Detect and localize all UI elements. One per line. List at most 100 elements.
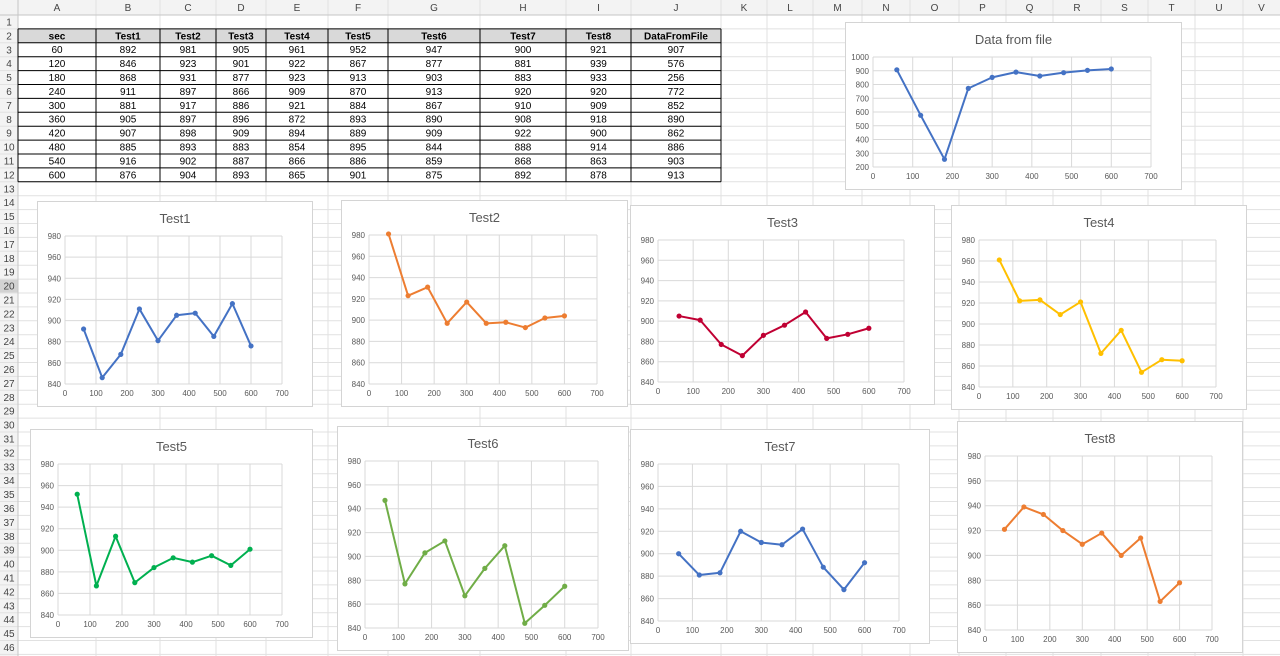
table-cell[interactable]: 908 xyxy=(515,115,532,126)
table-cell[interactable]: 890 xyxy=(668,115,685,126)
table-cell[interactable]: 600 xyxy=(49,170,66,181)
table-header-cell[interactable]: Test7 xyxy=(510,31,536,42)
data-point[interactable] xyxy=(824,335,830,341)
table-cell[interactable]: 917 xyxy=(180,101,197,112)
data-point[interactable] xyxy=(174,312,180,318)
data-point[interactable] xyxy=(1001,526,1008,532)
table-cell[interactable]: 904 xyxy=(180,170,197,181)
data-point[interactable] xyxy=(738,528,744,534)
data-point[interactable] xyxy=(781,322,788,328)
table-cell[interactable]: 852 xyxy=(668,101,685,112)
data-point[interactable] xyxy=(1060,527,1066,534)
table-cell[interactable]: 922 xyxy=(515,129,532,140)
row-header-21[interactable]: 21 xyxy=(3,295,15,306)
column-header-C[interactable]: C xyxy=(184,3,191,14)
row-header-43[interactable]: 43 xyxy=(3,601,15,612)
table-header-cell[interactable]: Test8 xyxy=(586,31,612,42)
data-point[interactable] xyxy=(229,301,235,307)
table-cell[interactable]: 909 xyxy=(233,129,250,140)
table-cell[interactable]: 916 xyxy=(120,156,137,167)
table-cell[interactable]: 913 xyxy=(668,170,685,181)
table-cell[interactable]: 913 xyxy=(426,87,443,98)
column-header-I[interactable]: I xyxy=(597,3,600,14)
data-point[interactable] xyxy=(118,351,124,357)
row-header-42[interactable]: 42 xyxy=(3,587,15,598)
table-cell[interactable]: 903 xyxy=(668,156,685,167)
table-cell[interactable]: 910 xyxy=(515,101,532,112)
table-cell[interactable]: 865 xyxy=(289,170,306,181)
table-cell[interactable]: 890 xyxy=(426,115,443,126)
row-header-11[interactable]: 11 xyxy=(4,156,15,167)
data-point[interactable] xyxy=(192,310,198,316)
row-header-18[interactable]: 18 xyxy=(3,254,15,265)
data-point[interactable] xyxy=(442,538,448,544)
data-point[interactable] xyxy=(676,313,682,319)
data-point[interactable] xyxy=(820,564,826,570)
table-cell[interactable]: 886 xyxy=(233,101,250,112)
data-point[interactable] xyxy=(211,333,217,340)
row-header-12[interactable]: 12 xyxy=(3,170,15,181)
data-point[interactable] xyxy=(717,570,723,576)
table-cell[interactable]: 981 xyxy=(180,45,197,56)
table-cell[interactable]: 868 xyxy=(515,156,532,167)
column-header-R[interactable]: R xyxy=(1073,3,1080,14)
data-point[interactable] xyxy=(136,306,142,312)
data-point[interactable] xyxy=(151,564,157,571)
data-point[interactable] xyxy=(248,343,254,349)
data-point[interactable] xyxy=(155,338,161,344)
column-header-S[interactable]: S xyxy=(1121,3,1128,14)
data-point[interactable] xyxy=(1037,73,1043,79)
data-point[interactable] xyxy=(561,313,568,319)
table-cell[interactable]: 897 xyxy=(180,87,197,98)
table-cell[interactable]: 859 xyxy=(426,156,443,167)
data-point[interactable] xyxy=(502,543,508,549)
row-header-29[interactable]: 29 xyxy=(3,407,15,418)
table-cell[interactable]: 420 xyxy=(49,129,66,140)
data-point[interactable] xyxy=(696,572,702,578)
data-point[interactable] xyxy=(1057,311,1063,318)
table-cell[interactable]: 902 xyxy=(180,156,197,167)
data-point[interactable] xyxy=(113,533,119,539)
table-cell[interactable]: 772 xyxy=(668,87,685,98)
table-cell[interactable]: 918 xyxy=(590,115,607,126)
table-cell[interactable]: 893 xyxy=(233,170,250,181)
data-point[interactable] xyxy=(1159,357,1165,363)
data-point[interactable] xyxy=(1017,298,1023,304)
data-point[interactable] xyxy=(562,583,568,589)
data-point[interactable] xyxy=(1013,69,1019,75)
table-cell[interactable]: 360 xyxy=(49,115,66,126)
chart-test1[interactable]: Test1 840 860 880 900 920 940 960 980 0 100 200 300 4… xyxy=(37,201,313,407)
row-header-19[interactable]: 19 xyxy=(3,268,15,279)
table-cell[interactable]: 931 xyxy=(180,73,197,84)
table-cell[interactable]: 909 xyxy=(426,129,443,140)
table-cell[interactable]: 893 xyxy=(180,143,197,154)
data-point[interactable] xyxy=(422,550,428,556)
data-point[interactable] xyxy=(405,293,411,299)
row-header-27[interactable]: 27 xyxy=(3,379,15,390)
table-cell[interactable]: 903 xyxy=(426,73,443,84)
chart-test4[interactable]: Test4 840 860 880 900 920 940 960 980 0 100 200 300 4… xyxy=(951,205,1247,410)
table-cell[interactable]: 886 xyxy=(350,156,367,167)
data-point[interactable] xyxy=(93,583,99,589)
row-header-46[interactable]: 46 xyxy=(3,643,15,654)
table-cell[interactable]: 952 xyxy=(350,45,367,56)
row-header-35[interactable]: 35 xyxy=(3,490,15,501)
data-point[interactable] xyxy=(209,553,215,559)
column-header-V[interactable]: V xyxy=(1258,3,1265,14)
row-header-14[interactable]: 14 xyxy=(3,198,15,209)
data-point[interactable] xyxy=(1084,67,1091,73)
table-cell[interactable]: 892 xyxy=(120,45,137,56)
column-header-K[interactable]: K xyxy=(741,3,748,14)
row-header-7[interactable]: 7 xyxy=(6,101,12,112)
table-header-cell[interactable]: Test2 xyxy=(175,31,201,42)
row-header-8[interactable]: 8 xyxy=(6,115,12,126)
table-cell[interactable]: 881 xyxy=(120,101,137,112)
table-cell[interactable]: 901 xyxy=(350,170,367,181)
data-point[interactable] xyxy=(718,341,724,348)
data-point[interactable] xyxy=(841,587,847,593)
row-header-28[interactable]: 28 xyxy=(3,393,15,404)
chart-data-from-file[interactable]: Data from file 200 300 400 500 600 700 800 900 10… xyxy=(845,22,1182,190)
data-point[interactable] xyxy=(965,85,971,91)
table-cell[interactable]: 893 xyxy=(350,115,367,126)
table-cell[interactable]: 921 xyxy=(590,45,607,56)
